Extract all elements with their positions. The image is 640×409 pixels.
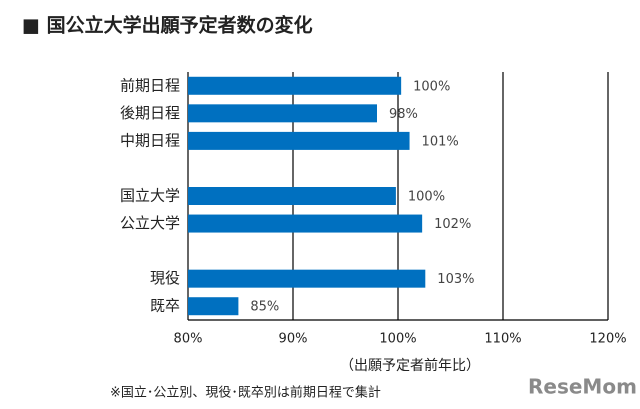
- chart-title: ■ 国公立大学出願予定者数の変化: [22, 14, 313, 37]
- y-tick-label: 中期日程: [120, 131, 180, 149]
- value-label: 100%: [413, 79, 450, 94]
- value-label: 101%: [422, 134, 459, 149]
- value-label: 100%: [408, 190, 445, 205]
- bar: [188, 76, 402, 95]
- watermark: ReseMom: [528, 375, 637, 399]
- footnote: ※国立･公立別、現役･既卒別は前期日程で集計: [110, 385, 381, 401]
- value-label: 85%: [250, 300, 279, 315]
- y-tick-label: 現役: [150, 269, 180, 287]
- bar: [188, 131, 410, 150]
- x-tick-label: 100%: [379, 332, 416, 347]
- bar: [188, 214, 423, 233]
- y-tick-label: 後期日程: [120, 104, 180, 122]
- value-label: 102%: [434, 217, 471, 232]
- y-tick-label: 前期日程: [120, 76, 180, 94]
- value-label: 98%: [389, 107, 418, 122]
- y-tick-label: 既卒: [150, 297, 180, 315]
- bar: [188, 297, 239, 316]
- y-tick-label: 国立大学: [120, 187, 180, 205]
- value-label: 103%: [437, 272, 474, 287]
- x-tick-label: 110%: [484, 332, 521, 347]
- x-tick-label: 90%: [279, 332, 308, 347]
- bar: [188, 187, 396, 205]
- y-tick-label: 公立大学: [120, 214, 180, 232]
- x-tick-label: 80%: [174, 332, 203, 347]
- x-axis-label: （出願予定者前年比）: [340, 357, 480, 374]
- bar: [188, 104, 377, 123]
- bar: [188, 269, 426, 288]
- x-tick-label: 120%: [589, 332, 626, 347]
